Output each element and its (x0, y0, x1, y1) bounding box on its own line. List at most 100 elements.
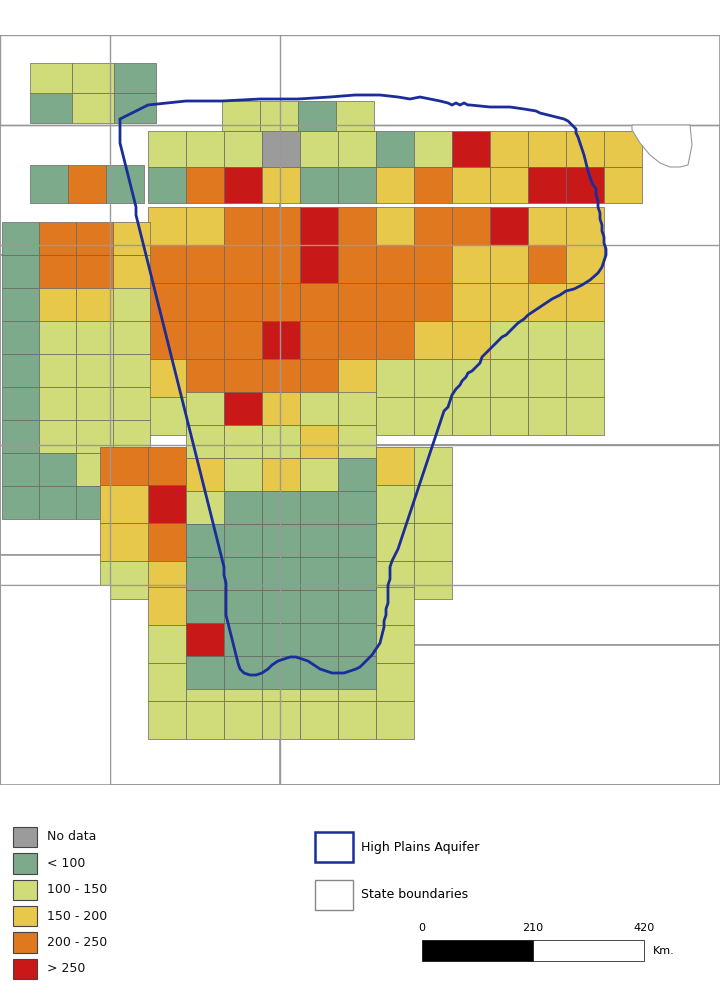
Bar (186, 561, 224, 599)
Bar (338, 523, 376, 561)
Bar (262, 625, 300, 663)
Bar (76, 387, 113, 420)
Text: 150 - 200: 150 - 200 (47, 910, 107, 923)
Bar (186, 131, 224, 167)
Bar (528, 207, 566, 245)
Bar (76, 255, 113, 288)
Bar (452, 283, 490, 321)
Bar (76, 453, 113, 486)
Bar (262, 321, 300, 359)
Bar (224, 245, 262, 283)
Bar (422, 940, 533, 961)
Bar (39, 420, 76, 453)
Bar (186, 458, 224, 491)
Bar (452, 397, 490, 435)
Bar (262, 623, 300, 656)
Bar (566, 283, 604, 321)
Bar (13, 932, 37, 953)
Bar (30, 63, 72, 93)
Bar (186, 245, 224, 283)
Bar (13, 880, 37, 900)
Bar (262, 557, 300, 590)
Bar (224, 524, 262, 557)
Bar (376, 359, 414, 397)
Text: No data: No data (47, 830, 96, 843)
Text: State boundaries: State boundaries (361, 888, 469, 902)
Bar (13, 827, 37, 847)
Bar (186, 491, 224, 524)
Bar (13, 853, 37, 874)
Bar (300, 321, 338, 359)
Bar (76, 486, 113, 519)
Text: 210: 210 (522, 923, 544, 933)
Bar (262, 167, 300, 203)
Bar (376, 663, 414, 701)
Bar (262, 491, 300, 524)
Bar (2, 387, 39, 420)
Bar (452, 131, 490, 167)
Bar (300, 283, 338, 321)
Bar (338, 701, 376, 739)
Bar (224, 523, 262, 561)
Bar (490, 245, 528, 283)
Bar (604, 131, 642, 167)
Bar (533, 940, 644, 961)
Bar (113, 288, 150, 321)
Bar (338, 561, 376, 599)
Bar (148, 447, 186, 485)
Bar (186, 392, 224, 425)
Bar (338, 623, 376, 656)
Bar (0, 255, 280, 555)
Bar (186, 587, 224, 625)
Bar (2, 453, 39, 486)
Bar (300, 663, 338, 701)
Bar (186, 623, 224, 656)
Bar (300, 561, 338, 599)
Bar (338, 245, 376, 283)
Bar (186, 207, 224, 245)
Bar (376, 167, 414, 203)
Bar (528, 131, 566, 167)
Bar (376, 131, 414, 167)
Bar (148, 245, 186, 283)
Bar (300, 131, 338, 167)
Bar (262, 425, 300, 458)
Bar (2, 354, 39, 387)
Bar (300, 590, 338, 623)
Bar (224, 587, 262, 625)
Bar (528, 245, 566, 283)
Bar (39, 387, 76, 420)
Bar (148, 131, 186, 167)
Bar (224, 701, 262, 739)
Bar (566, 207, 604, 245)
Bar (300, 485, 338, 523)
Bar (114, 93, 156, 123)
Bar (224, 321, 262, 359)
Bar (414, 397, 452, 435)
Bar (414, 167, 452, 203)
Bar (376, 397, 414, 435)
Bar (376, 245, 414, 283)
Bar (106, 165, 144, 203)
Bar (262, 245, 300, 283)
Bar (376, 701, 414, 739)
Bar (338, 458, 376, 491)
Bar (300, 207, 338, 245)
Bar (76, 420, 113, 453)
Bar (338, 207, 376, 245)
Bar (0, 35, 720, 125)
Bar (113, 453, 150, 486)
Bar (76, 354, 113, 387)
Bar (300, 623, 338, 656)
Bar (148, 397, 186, 435)
Bar (148, 625, 186, 663)
Bar (72, 63, 114, 93)
Bar (100, 561, 148, 599)
Bar (376, 485, 414, 523)
Bar (186, 485, 224, 523)
Bar (148, 321, 186, 359)
Text: > 250: > 250 (47, 962, 85, 975)
Bar (224, 392, 262, 425)
Bar (262, 397, 300, 435)
Bar (490, 359, 528, 397)
